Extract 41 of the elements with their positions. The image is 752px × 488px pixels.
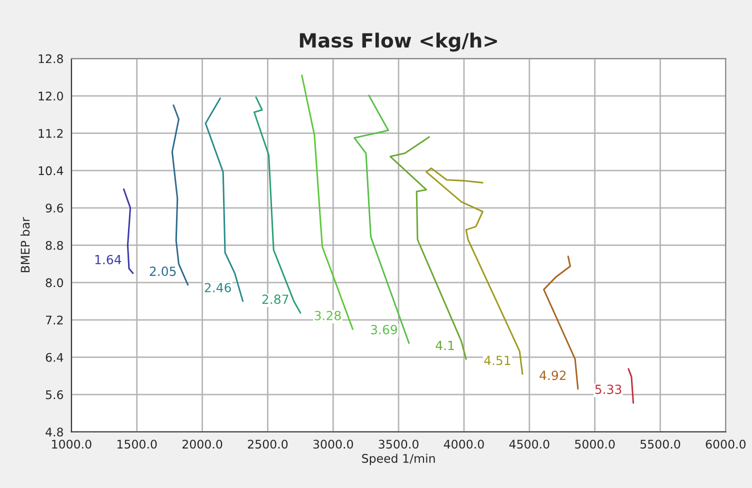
series-label: 4.92 <box>540 370 566 380</box>
line-series <box>253 96 302 314</box>
series-label: 2.46 <box>204 282 231 292</box>
series-label: 4.1 <box>436 340 454 350</box>
x-tick-label: 5500.0 <box>640 440 680 449</box>
x-tick-label: 5000.0 <box>575 440 615 449</box>
y-tick-label: 9.6 <box>46 204 64 213</box>
y-tick-label: 8.8 <box>46 240 63 250</box>
series-label: 1.64 <box>95 254 122 264</box>
chart-title: Mass Flow <kg/h> <box>300 32 497 52</box>
series-label: 2.87 <box>262 294 288 304</box>
x-tick-label: 1500.0 <box>118 440 157 449</box>
line-series <box>123 188 134 274</box>
x-tick-label: 3500.0 <box>378 440 418 449</box>
line-series <box>426 167 524 375</box>
x-tick-label: 4000.0 <box>444 440 484 449</box>
x-tick-label: 3000.0 <box>313 440 354 449</box>
x-tick-label: 6000.0 <box>706 440 746 449</box>
y-axis-title: BMEP bar <box>20 217 30 272</box>
line-series <box>204 97 244 302</box>
x-tick-label: 1000.0 <box>52 440 92 449</box>
y-tick-label: 4.8 <box>46 428 63 437</box>
y-tick-label: 12.0 <box>38 92 64 101</box>
y-tick-label: 7.2 <box>46 316 63 324</box>
x-tick-label: 2000.0 <box>182 440 222 449</box>
y-tick-label: 8.0 <box>46 278 64 288</box>
y-tick-label: 5.6 <box>46 390 64 400</box>
line-series <box>301 74 354 330</box>
y-tick-label: 12.8 <box>38 54 63 64</box>
series-label: 3.69 <box>371 324 398 334</box>
x-tick-label: 2500.0 <box>248 440 288 449</box>
line-series <box>354 94 410 344</box>
series-label: 4.51 <box>484 356 510 366</box>
y-tick-label: 6.4 <box>46 352 64 362</box>
series-label: 2.05 <box>150 266 176 276</box>
series-label: 5.33 <box>595 384 622 394</box>
x-axis-title: Speed 1/min <box>362 454 435 466</box>
y-tick-label: 10.4 <box>38 166 64 176</box>
series-label: 3.28 <box>314 310 341 320</box>
x-tick-label: 4500.0 <box>509 440 550 449</box>
y-tick-label: 11.2 <box>38 128 63 138</box>
